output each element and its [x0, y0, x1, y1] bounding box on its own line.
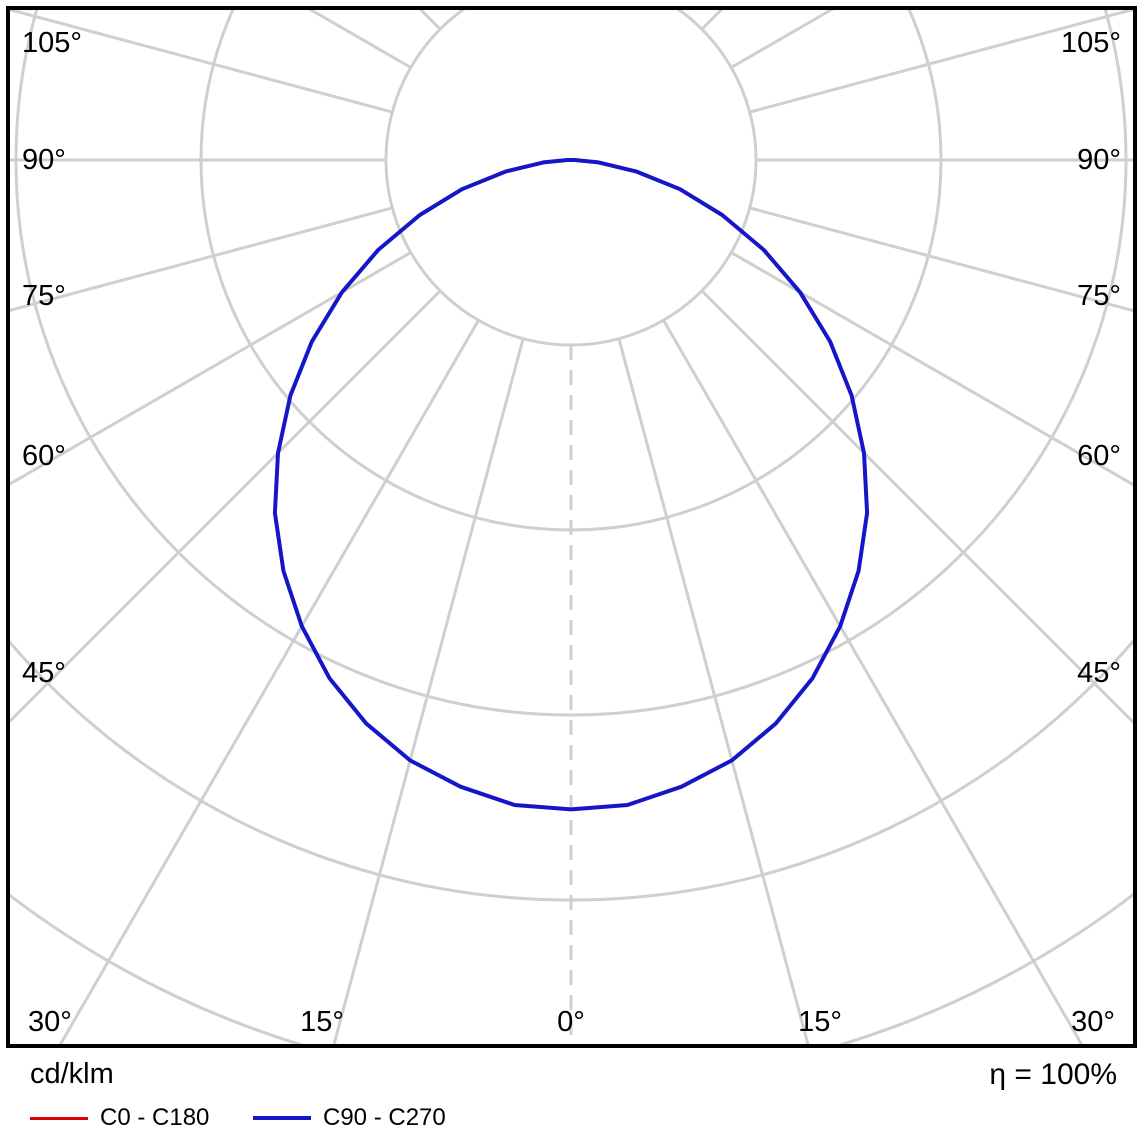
- angle-label: 105°: [22, 27, 82, 59]
- angle-label: 90°: [1077, 144, 1121, 176]
- grid-ring: [384, 10, 758, 347]
- footer: cd/klm η = 100% C0 - C180 C90 - C270: [0, 1048, 1143, 1143]
- units-label: cd/klm: [30, 1058, 114, 1090]
- grid-radial-line: [730, 251, 1133, 487]
- angle-label: 75°: [22, 280, 66, 312]
- angle-label: 60°: [22, 440, 66, 472]
- angle-label: 75°: [1077, 280, 1121, 312]
- plot-border: [6, 6, 1137, 1048]
- legend-item-c90-c270: C90 - C270: [253, 1104, 446, 1132]
- angle-label: 105°: [1061, 27, 1121, 59]
- angle-label: 15°: [300, 1006, 344, 1038]
- grid-radial-line: [749, 10, 1133, 114]
- grid-radial-line: [10, 10, 393, 114]
- grid-radial-line: [10, 206, 393, 312]
- legend-item-c0-c180: C0 - C180: [30, 1104, 209, 1132]
- legend-label-c90-c270: C90 - C270: [323, 1104, 446, 1131]
- legend: C0 - C180 C90 - C270: [0, 1104, 1143, 1134]
- angle-label: 45°: [1077, 657, 1121, 689]
- polar-grid: [10, 10, 1133, 1044]
- grid-radial-line: [617, 338, 810, 1044]
- grid-radial-line: [700, 289, 1133, 725]
- grid-radial-line: [10, 251, 412, 486]
- angle-label: 90°: [22, 144, 66, 176]
- efficiency-label: η = 100%: [989, 1058, 1117, 1091]
- curves: [272, 158, 870, 812]
- angle-label: 0°: [557, 1006, 585, 1038]
- angle-labels: 105° 90° 75° 60° 45° 105° 90° 75° 60° 45° 30° 15° 0°…: [22, 27, 1121, 1038]
- polar-intensity-chart: 105° 90° 75° 60° 45° 105° 90° 75° 60° 45° 30° 15° 0°…: [6, 6, 1137, 1048]
- angle-label: 45°: [22, 657, 66, 689]
- angle-label: 30°: [1071, 1006, 1115, 1038]
- legend-label-c0-c180: C0 - C180: [100, 1104, 210, 1131]
- grid-radial-line: [58, 319, 480, 1044]
- angle-label: 60°: [1077, 440, 1121, 472]
- grid-radial-line: [749, 206, 1133, 313]
- grid-radial-line: [332, 338, 525, 1044]
- legend-line-red-icon: [30, 1116, 88, 1120]
- angle-label: 30°: [28, 1006, 72, 1038]
- angle-label: 15°: [798, 1006, 842, 1038]
- grid-radial-line: [10, 289, 442, 724]
- grid-radial-line: [662, 319, 1084, 1044]
- curve-c90-c270: [272, 158, 870, 812]
- legend-line-blue-icon: [253, 1116, 311, 1120]
